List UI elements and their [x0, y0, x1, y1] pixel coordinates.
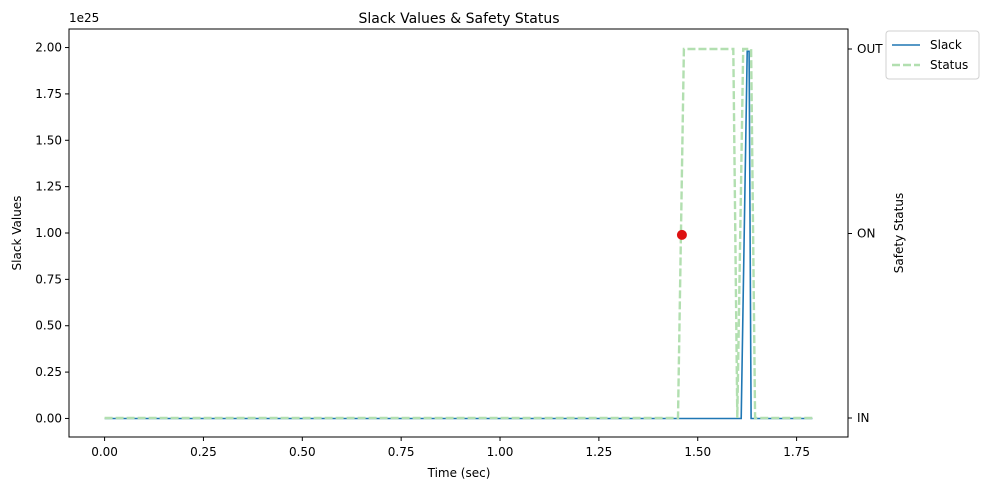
x-tick-label: 1.25 [586, 445, 613, 459]
x-tick-label: 1.00 [487, 445, 514, 459]
y-axis-right: IN ON OUT [848, 42, 883, 425]
y2-tick-label: IN [857, 411, 870, 425]
y-offset-text: 1e25 [69, 11, 99, 25]
y-axis-left: 0.00 0.25 0.50 0.75 1.00 1.25 1.50 1.75 2.00 [35, 41, 69, 425]
plot-frame [68, 28, 849, 438]
marker-point [676, 229, 687, 240]
x-tick-label: 0.50 [289, 445, 316, 459]
plot-area [68, 28, 849, 438]
series-line-slack [104, 50, 813, 420]
y-tick-label: 1.50 [35, 133, 62, 147]
y2-tick-label: OUT [857, 42, 883, 56]
y2-tick-label: ON [857, 227, 875, 241]
x-tick-label: 1.75 [783, 445, 810, 459]
series-line-status [104, 47, 813, 420]
chart-title: Slack Values & Safety Status [358, 11, 559, 27]
x-axis: 0.00 0.25 0.50 0.75 1.00 1.25 1.50 1.75 [91, 437, 810, 459]
x-axis-title: Time (sec) [427, 466, 491, 480]
legend-frame [885, 30, 980, 80]
x-tick-label: 1.50 [684, 445, 711, 459]
y-tick-label: 0.75 [35, 272, 62, 286]
y-tick-label: 1.75 [35, 87, 62, 101]
legend-label-slack: Slack [930, 38, 962, 52]
legend-label-status: Status [930, 58, 968, 72]
y-tick-label: 0.00 [35, 411, 62, 425]
x-tick-label: 0.25 [190, 445, 217, 459]
y2-axis-title: Safety Status [892, 193, 906, 273]
x-tick-label: 0.00 [91, 445, 118, 459]
y-tick-label: 1.25 [35, 180, 62, 194]
legend: Slack Status [885, 30, 980, 80]
y-tick-label: 2.00 [35, 41, 62, 55]
y-axis-title: Slack Values [10, 196, 24, 271]
y-tick-label: 0.25 [35, 365, 62, 379]
y-tick-label: 0.50 [35, 319, 62, 333]
x-tick-label: 0.75 [388, 445, 415, 459]
y-tick-label: 1.00 [35, 226, 62, 240]
